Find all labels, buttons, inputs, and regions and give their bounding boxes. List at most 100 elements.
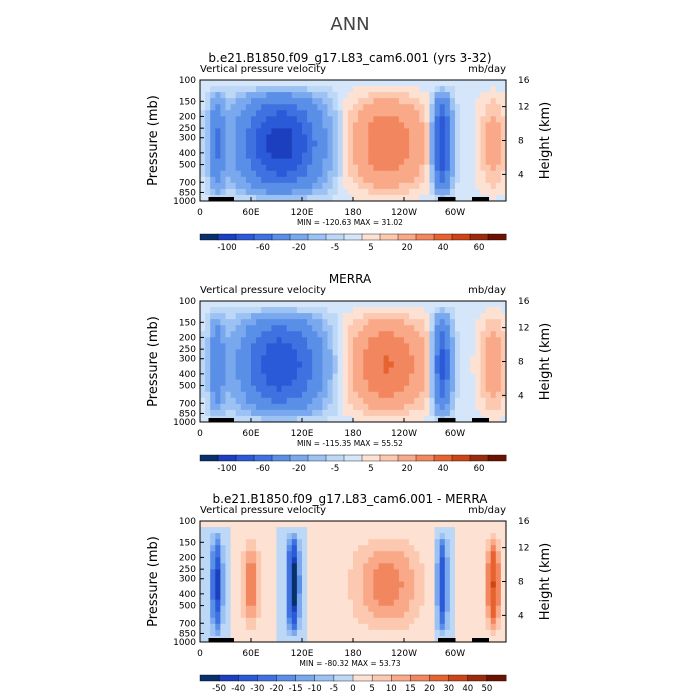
field-cell [383,152,390,160]
field-cell [500,623,507,631]
field-cell [398,581,405,588]
field-cell [251,587,257,594]
field-cell [271,194,277,202]
field-cell [353,533,359,540]
field-cell [245,563,252,570]
field-cell [266,539,272,546]
field-cell [312,164,318,172]
field-cell [240,373,247,381]
field-cell [225,527,231,534]
field-cell [429,343,435,350]
field-cell [495,415,502,423]
field-cell [444,581,451,588]
field-cell [261,80,267,87]
field-cell [281,539,288,546]
field-cell [419,331,425,338]
field-cell [210,581,216,588]
field-cell [215,545,221,552]
field-cell [291,319,298,326]
field-cell [353,409,359,417]
field-cell [251,611,257,619]
field-cell [347,182,354,190]
field-cell [398,331,405,338]
field-cell [337,569,344,576]
field-cell [276,170,282,178]
field-cell [368,605,374,613]
field-cell [460,605,466,613]
field-cell [296,128,303,135]
field-cell [291,527,298,534]
field-cell [485,331,492,338]
field-cell [317,176,323,184]
field-cell [500,182,507,190]
field-cell [398,152,405,160]
field-cell [220,385,226,393]
field-cell [307,409,313,417]
field-cell [251,158,257,166]
field-cell [414,86,420,93]
field-cell [276,539,282,546]
field-cell [500,349,507,356]
field-cell [225,349,231,356]
field-cell [307,325,313,332]
field-cell [398,373,405,381]
field-cell [398,158,405,166]
field-cell [455,415,461,423]
field-cell [444,301,451,308]
field-cell [485,397,492,405]
field-cell [230,116,237,123]
field-cell [363,122,369,129]
field-cell [404,128,410,135]
field-cell [455,176,461,184]
field-cell [337,146,344,153]
field-cell [373,569,379,576]
field-cell [363,92,369,99]
field-cell [460,140,466,147]
field-cell [307,92,313,99]
field-cell [490,599,497,607]
field-cell [439,116,446,123]
field-cell [419,319,425,326]
field-cell [490,391,497,399]
field-cell [337,188,344,196]
field-cell [373,325,379,332]
field-cell [490,557,497,564]
field-cell [358,373,364,381]
field-cell [485,563,492,570]
field-cell [465,373,471,381]
field-cell [312,367,318,374]
field-cell [363,527,369,534]
field-cell [291,539,298,546]
field-cell [276,355,282,362]
field-cell [363,391,369,399]
field-cell [393,104,400,111]
field-cell [475,617,481,625]
colorbar-swatch [451,233,471,241]
field-cell [444,319,451,326]
field-cell [470,92,476,99]
field-cell [500,194,507,202]
field-cell [470,188,476,196]
field-cell [286,301,293,308]
field-cell [200,527,206,534]
field-cell [353,182,359,190]
field-cell [485,98,492,105]
field-cell [256,176,262,184]
field-cell [276,98,282,105]
field-cell [302,581,308,588]
field-cell [393,599,400,607]
field-cell [368,409,374,417]
field-cell [312,158,318,166]
field-cell [414,355,420,362]
field-cell [271,170,277,178]
field-cell [240,397,247,405]
field-cell [302,188,308,196]
field-cell [286,176,293,184]
field-cell [291,551,298,558]
field-cell [383,557,390,564]
field-cell [398,164,405,172]
field-cell [322,325,328,332]
field-cell [378,599,384,607]
field-cell [480,587,486,594]
field-cell [302,557,308,564]
